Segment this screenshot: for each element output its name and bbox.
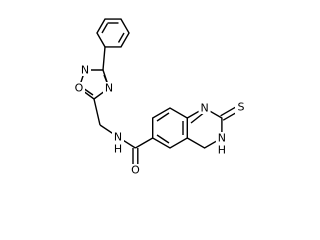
label-bg: [215, 132, 228, 154]
page: {"atoms": {"oxadiazole_o": "O", "oxadiaz…: [73, 18, 247, 177]
bond: [135, 137, 154, 149]
bond: [93, 98, 101, 126]
double-bond: [117, 32, 125, 43]
atom-label: N: [218, 132, 226, 145]
label-bg: [103, 82, 115, 94]
atom-label: H: [218, 144, 226, 157]
atom-label: N: [114, 131, 122, 144]
double-bond: [101, 23, 109, 34]
atom-label: S: [238, 101, 245, 114]
double-bond: [156, 134, 170, 144]
label-bg: [129, 164, 141, 176]
label-bg: [198, 102, 211, 114]
bond: [102, 46, 106, 71]
label-bg: [112, 131, 124, 153]
atom-label: N: [200, 102, 208, 115]
atom-label: N: [81, 64, 89, 77]
double-bond: [156, 112, 170, 122]
molecule: N O N N H O N N H S: [73, 18, 247, 177]
phenyl-ring: [96, 18, 130, 48]
atom-label: O: [131, 164, 140, 177]
label-bg: [235, 102, 247, 114]
double-bond: [190, 112, 204, 124]
benzo-ring: [151, 107, 189, 149]
atom-label: N: [105, 82, 113, 95]
atom-labels: N O N N H O N N H S: [73, 64, 247, 177]
label-bg: [79, 64, 91, 76]
atom-label: H: [114, 143, 122, 156]
label-bg: [73, 82, 85, 94]
atom-label: O: [75, 82, 84, 95]
